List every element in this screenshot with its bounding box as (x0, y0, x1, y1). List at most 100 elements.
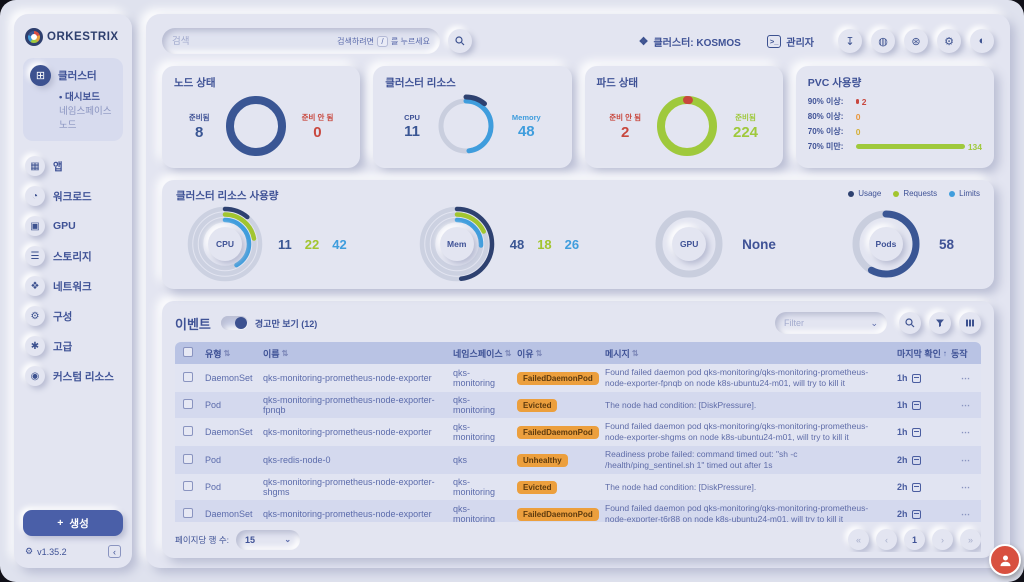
legend-item: Usage (848, 189, 881, 198)
download-button[interactable]: ↧ (838, 29, 862, 53)
logo-icon (25, 28, 43, 46)
sidebar-item-gpu[interactable]: ▣ GPU (23, 211, 123, 241)
row-actions-button[interactable]: ⋯ (961, 372, 971, 383)
mem-usage-value: 48 (509, 236, 525, 252)
row-actions-button[interactable]: ⋯ (961, 399, 971, 410)
reason-badge: Unhealthy (517, 453, 568, 467)
network-icon: ❖ (25, 276, 45, 296)
admin-terminal-button[interactable]: >_ 관리자 (766, 34, 814, 49)
sidebar-item-advanced[interactable]: ✱ 고급 (23, 331, 123, 361)
sidebar-item-network[interactable]: ❖ 네트워크 (23, 271, 123, 301)
version-label: v1.35.2 (37, 546, 67, 557)
calendar-icon (911, 509, 921, 519)
next-page-button[interactable]: › (932, 529, 953, 550)
row-checkbox[interactable] (183, 426, 193, 437)
rows-per-page-select[interactable]: 15 ⌄ (236, 530, 300, 550)
row-checkbox[interactable] (183, 372, 193, 383)
sidebar-subitem[interactable]: 노드 (59, 120, 77, 131)
event-row[interactable]: DaemonSet qks-monitoring-prometheus-node… (175, 418, 981, 447)
language-button[interactable]: ⊛ (904, 29, 928, 53)
version-row: ⚙ v1.35.2 ‹ (23, 545, 123, 558)
select-all-checkbox[interactable] (183, 347, 193, 357)
first-page-button[interactable]: « (848, 529, 869, 550)
table-search-button[interactable] (899, 312, 921, 334)
event-row[interactable]: DaemonSet qks-monitoring-prometheus-node… (175, 500, 981, 522)
event-row[interactable]: Pod qks-monitoring-prometheus-node-expor… (175, 474, 981, 501)
table-filter-button[interactable] (929, 312, 951, 334)
mem-gauge-label: Mem (439, 227, 474, 261)
filter-dropdown[interactable]: Filter ⌄ (775, 312, 887, 334)
cpu-usage-block: CPU 11 22 42 (186, 205, 347, 283)
pager: « ‹ 1 › » (848, 529, 981, 550)
warnings-only-toggle[interactable] (220, 316, 248, 330)
sidebar-item-workloads[interactable]: ◔ 워크로드 (23, 181, 123, 211)
column-header-last-seen[interactable]: 마지막 확인 ↑ (897, 348, 947, 359)
funnel-icon (936, 319, 944, 327)
collapse-sidebar-button[interactable]: ‹ (108, 545, 121, 558)
last-page-button[interactable]: » (960, 529, 981, 550)
sidebar-subitem[interactable]: 대시보드 (59, 91, 116, 105)
cluster-resources-donut (433, 93, 499, 159)
reason-badge: Evicted (517, 480, 558, 494)
events-panel: 이벤트 경고만 보기 (12) Filter ⌄ (162, 301, 994, 558)
event-last-seen: 2h (897, 509, 951, 519)
help-button[interactable]: ◍ (871, 29, 895, 53)
search-button[interactable] (448, 29, 472, 53)
search-input[interactable] (172, 35, 332, 47)
column-header-namespace[interactable]: 네임스페이스 ⇅ (453, 348, 512, 359)
current-page-button[interactable]: 1 (904, 529, 925, 550)
sidebar-item-cluster[interactable]: ⊞ 클러스터 (30, 65, 116, 86)
table-columns-button[interactable] (959, 312, 981, 334)
sidebar-item-custom-resources[interactable]: ◉ 커스텀 리소스 (23, 361, 123, 391)
logo: ORKESTRIX (23, 28, 123, 46)
event-row[interactable]: Pod qks-monitoring-prometheus-node-expor… (175, 392, 981, 419)
sidebar-item-apps[interactable]: ▦ 앱 (23, 151, 123, 181)
row-actions-button[interactable]: ⋯ (961, 426, 971, 437)
event-namespace: qks-monitoring (453, 368, 496, 389)
sidebar-subitem[interactable]: 네임스페이스 (59, 106, 112, 117)
row-checkbox[interactable] (183, 399, 193, 410)
sidebar-item-config[interactable]: ⚙ 구성 (23, 301, 123, 331)
column-header-name[interactable]: 이름 ⇅ (263, 348, 289, 359)
filter-placeholder: Filter (784, 318, 804, 328)
create-button[interactable]: + 생성 (23, 510, 123, 536)
row-actions-button[interactable]: ⋯ (961, 454, 971, 465)
search-box[interactable]: 검색하려면 / 를 누르세요 (162, 28, 440, 54)
chevron-down-icon: ⌄ (284, 535, 292, 544)
sidebar-item-storage[interactable]: ☰ 스토리지 (23, 241, 123, 271)
event-row[interactable]: Pod qks-redis-node-0 qks Unhealthy Readi… (175, 446, 981, 475)
pvc-row: 80% 이상: 0 (807, 111, 861, 122)
event-last-seen: 1h (897, 373, 951, 383)
reason-badge: FailedDaemonPod (517, 507, 599, 521)
row-checkbox[interactable] (183, 454, 193, 465)
not-ready-label: 준비 안 됨 (609, 112, 641, 122)
theme-button[interactable]: ◐ (970, 29, 994, 53)
settings-button[interactable]: ⚙ (937, 29, 961, 53)
row-actions-button[interactable]: ⋯ (961, 508, 971, 519)
prev-page-button[interactable]: ‹ (876, 529, 897, 550)
support-chat-button[interactable] (989, 544, 1021, 576)
create-button-label: 생성 (69, 517, 89, 530)
column-header-reason[interactable]: 이유 ⇅ (517, 348, 543, 359)
mem-requests-value: 18 (537, 236, 552, 252)
reason-badge: FailedDaemonPod (517, 425, 599, 439)
mem-gauge: Mem (418, 205, 496, 283)
row-checkbox[interactable] (183, 508, 193, 519)
row-checkbox[interactable] (183, 481, 193, 492)
event-name: qks-redis-node-0 (263, 455, 331, 466)
legend-item: Limits (949, 189, 980, 198)
column-header-type[interactable]: 유형 ⇅ (205, 348, 231, 359)
event-name: qks-monitoring-prometheus-node-exporter (263, 373, 432, 384)
event-message: The node had condition: [DiskPressure]. (605, 399, 757, 410)
event-row[interactable]: DaemonSet qks-monitoring-prometheus-node… (175, 364, 981, 393)
cluster-selector[interactable]: ❖ 클러스터: KOSMOS (639, 34, 741, 49)
cpu-gauge-label: CPU (208, 227, 242, 261)
not-ready-label: 준비 안 됨 (301, 112, 334, 122)
row-actions-button[interactable]: ⋯ (961, 481, 971, 492)
card-title: 클러스터 리소스 (385, 77, 456, 89)
column-header-actions[interactable]: 동작 (951, 348, 968, 359)
column-header-message[interactable]: 메시지 ⇅ (605, 348, 639, 359)
event-type: Pod (205, 455, 222, 466)
pagination-row: 페이지당 행 수: 15 ⌄ « ‹ 1 › » (175, 522, 981, 552)
